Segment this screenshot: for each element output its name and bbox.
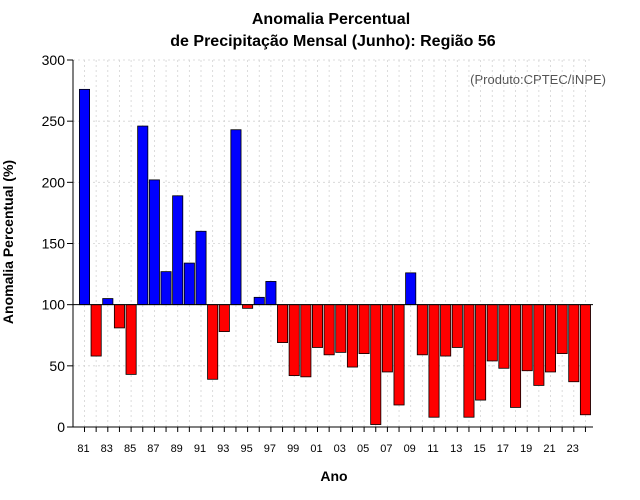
bar-17: [498, 304, 510, 369]
x-tick-label: 13: [450, 443, 462, 455]
x-tick-label: 11: [427, 443, 438, 455]
x-tick-label: 07: [380, 443, 392, 455]
y-tick-label: 0: [57, 419, 65, 435]
bar-22: [556, 304, 568, 354]
bar-04: [346, 304, 358, 368]
bar-12: [440, 304, 452, 357]
bar-05: [358, 304, 370, 354]
bar-97: [265, 281, 277, 306]
bar-99: [288, 304, 300, 377]
chart-title: Anomalia Percentual: [252, 11, 410, 28]
bar-06: [370, 304, 382, 425]
bar-95: [242, 304, 254, 309]
bar-10: [416, 304, 428, 356]
y-tick-label: 300: [42, 52, 66, 68]
bar-16: [486, 304, 498, 362]
bar-82: [90, 304, 102, 357]
bar-96: [253, 296, 265, 306]
chart-subtitle: de Precipitação Mensal (Junho): Região 5…: [170, 33, 496, 50]
bar-87: [148, 179, 160, 306]
x-tick-label: 05: [357, 443, 369, 455]
x-tick-label: 89: [171, 443, 183, 455]
bar-19: [521, 304, 533, 372]
bars: [79, 88, 591, 425]
x-tick-label: 17: [497, 443, 509, 455]
bar-11: [428, 304, 440, 418]
bar-91: [195, 230, 207, 306]
x-tick-label: 01: [310, 443, 322, 455]
bar-07: [381, 304, 393, 373]
bar-94: [230, 129, 242, 306]
y-tick-label: 100: [42, 297, 66, 313]
x-tick-label: 15: [473, 443, 485, 455]
bar-01: [311, 304, 323, 348]
x-tick-label: 09: [404, 443, 416, 455]
bar-00: [300, 304, 312, 378]
bar-81: [79, 88, 91, 306]
bar-21: [545, 304, 557, 373]
x-tick-label: 21: [543, 443, 555, 455]
bar-90: [183, 262, 195, 306]
y-tick-label: 200: [42, 174, 66, 190]
bar-93: [218, 304, 230, 332]
bar-89: [172, 195, 184, 306]
bar-20: [533, 304, 545, 386]
bar-23: [568, 304, 580, 383]
x-tick-label: 19: [520, 443, 532, 455]
x-tick-label: 87: [147, 443, 159, 455]
x-tick-label: 91: [194, 443, 206, 455]
bar-85: [125, 304, 137, 375]
bar-02: [323, 304, 335, 356]
bar-84: [113, 304, 125, 329]
source-annotation: (Produto:CPTEC/INPE): [470, 72, 606, 87]
x-tick-label: 95: [240, 443, 252, 455]
x-tick-label: 85: [124, 443, 136, 455]
bar-88: [160, 271, 172, 306]
bar-98: [277, 304, 289, 343]
bar-24: [579, 304, 591, 416]
bar-08: [393, 304, 405, 406]
x-tick-label: 93: [217, 443, 229, 455]
y-tick-label: 50: [49, 358, 65, 374]
bar-86: [137, 125, 149, 306]
bar-13: [451, 304, 463, 348]
bar-14: [463, 304, 475, 418]
x-tick-label: 81: [77, 443, 89, 455]
bar-83: [102, 298, 114, 306]
y-tick-label: 150: [42, 236, 66, 252]
x-axis-label: Ano: [320, 468, 347, 484]
bar-18: [510, 304, 522, 408]
x-tick-label: 83: [101, 443, 113, 455]
bar-09: [405, 272, 417, 306]
x-tick-label: 03: [334, 443, 346, 455]
x-tick-label: 23: [567, 443, 579, 455]
bar-03: [335, 304, 347, 353]
x-tick-label: 99: [287, 443, 299, 455]
bar-92: [207, 304, 219, 380]
bar-15: [475, 304, 487, 401]
y-tick-label: 250: [42, 113, 66, 129]
y-axis-label: Anomalia Percentual (%): [0, 160, 16, 324]
x-tick-label: 97: [264, 443, 276, 455]
